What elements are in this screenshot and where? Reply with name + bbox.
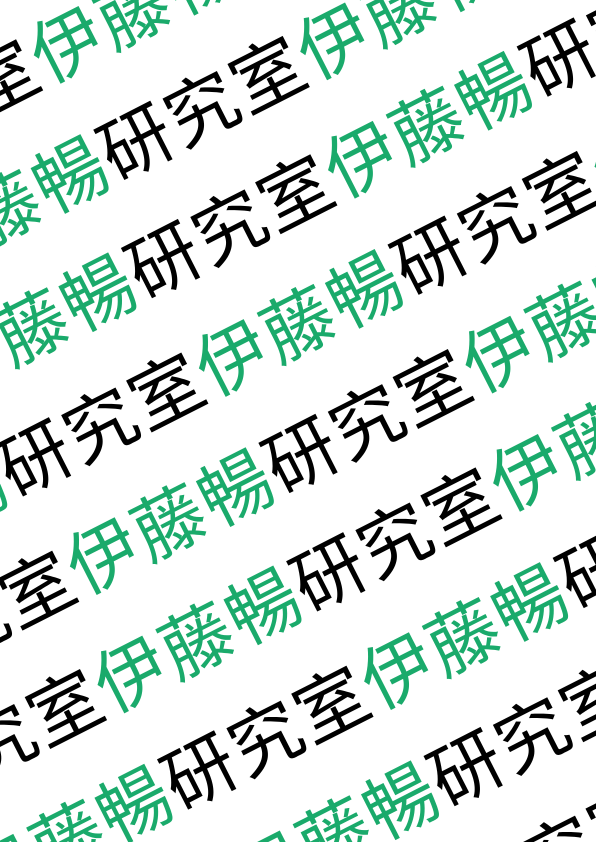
repeating-text-pattern: 伊藤暢研究室伊藤暢研究室伊藤暢研究室伊藤暢研究室伊藤暢研究室伊藤暢研究室伊藤暢研…	[0, 0, 596, 842]
typographic-poster: 伊藤暢研究室伊藤暢研究室伊藤暢研究室伊藤暢研究室伊藤暢研究室伊藤暢研究室伊藤暢研…	[0, 0, 596, 842]
